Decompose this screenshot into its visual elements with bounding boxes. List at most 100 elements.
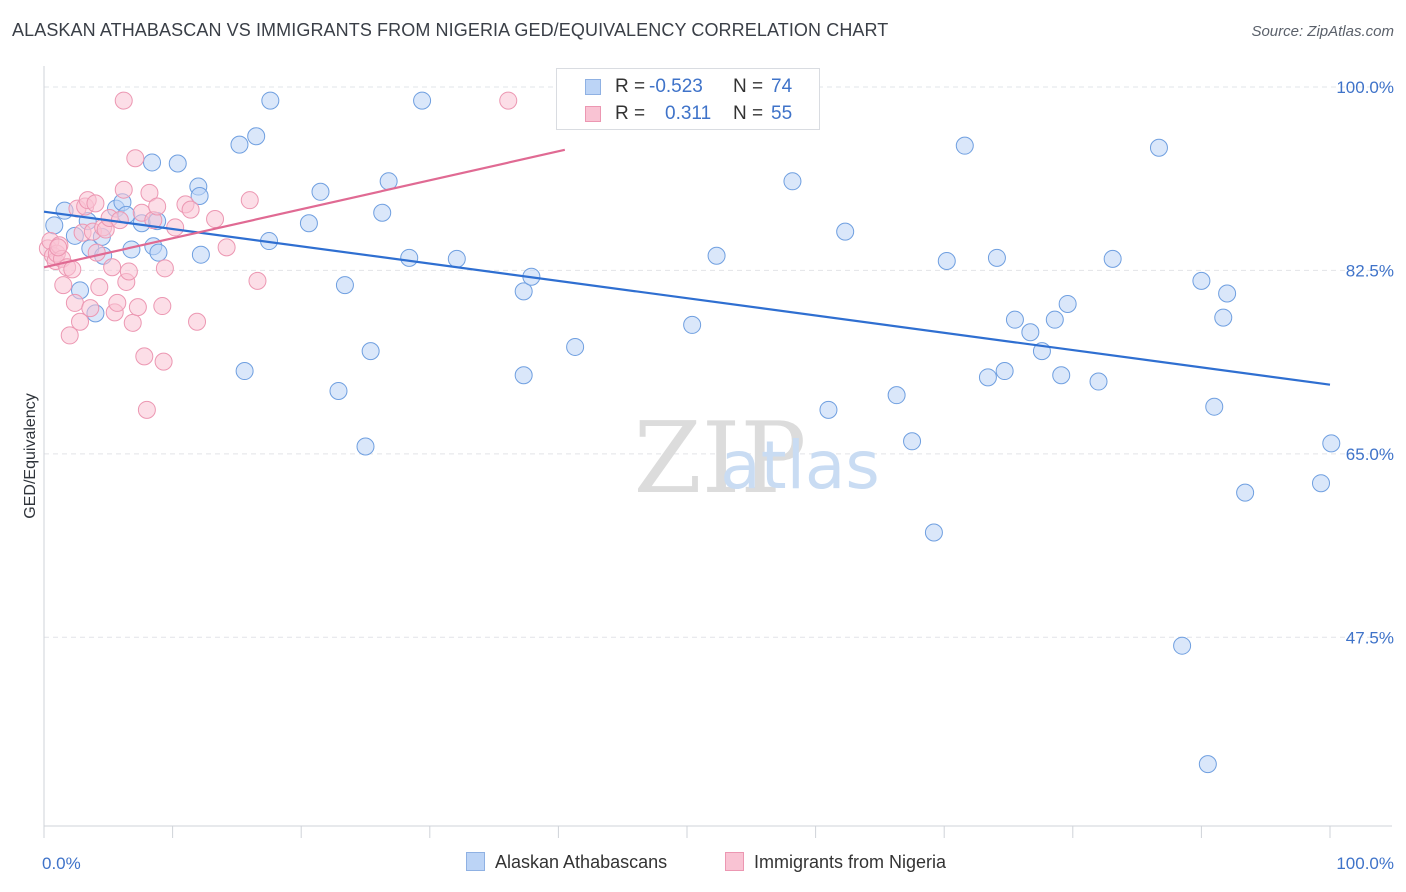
data-point [86, 194, 105, 213]
data-point [217, 238, 236, 257]
data-point [1149, 138, 1168, 157]
data-point [1214, 308, 1233, 327]
data-point [137, 400, 156, 419]
legend-row-pink: R = 0.311 N = 55 [557, 101, 819, 127]
tick-labels: 47.5% 65.0% 82.5% 100.0% 0.0% 100.0% [42, 78, 1394, 873]
data-point [149, 243, 168, 262]
data-point [65, 293, 84, 312]
data-point [707, 246, 726, 265]
data-point [153, 297, 172, 316]
data-point [311, 182, 330, 201]
data-point [206, 210, 225, 229]
data-point [119, 262, 138, 281]
legend-n-value: 74 [771, 76, 793, 97]
y-tick-label: 100.0% [1336, 78, 1394, 97]
watermark-atlas: atlas [720, 427, 880, 504]
data-point [63, 260, 82, 279]
data-point [168, 154, 187, 173]
data-point [128, 298, 147, 317]
data-point [181, 200, 200, 219]
data-point [140, 183, 159, 202]
trend-line [43, 210, 1331, 386]
data-point [819, 400, 838, 419]
data-point [566, 337, 585, 356]
data-point [45, 216, 64, 235]
data-point [235, 362, 254, 381]
data-point [1236, 483, 1255, 502]
legend-n-value: 55 [771, 103, 793, 124]
data-point [1322, 434, 1341, 453]
series-immigrants-from-nigeria [38, 91, 518, 419]
y-tick-label: 65.0% [1346, 445, 1394, 464]
data-point [247, 127, 266, 146]
data-point [1173, 636, 1192, 655]
data-point [240, 191, 259, 210]
legend-swatch-blue [466, 852, 485, 871]
data-point [1045, 310, 1064, 329]
data-point [49, 238, 68, 257]
source-label: Source: ZipAtlas.com [1251, 23, 1394, 40]
data-point [1198, 755, 1217, 774]
correlation-legend: R = -0.523 N = 74 R = 0.311 N = 55 [556, 68, 820, 130]
data-point [887, 386, 906, 405]
data-point [148, 197, 167, 216]
data-point [1058, 294, 1077, 313]
data-point [114, 180, 133, 199]
legend-item-immigrants-from-nigeria: Immigrants from Nigeria [725, 852, 946, 873]
data-point [1005, 310, 1024, 329]
data-point [155, 259, 174, 278]
data-point [783, 172, 802, 191]
data-point [248, 271, 267, 290]
data-point [361, 342, 380, 361]
data-point [499, 91, 518, 110]
series-alaskan-athabascans [45, 91, 1341, 774]
data-point [413, 91, 432, 110]
legend-label: Immigrants from Nigeria [754, 852, 947, 872]
data-point [81, 299, 100, 318]
data-point [1052, 366, 1071, 385]
x-tick-label: 100.0% [1336, 854, 1394, 873]
legend-r-value: 0.311 [665, 103, 712, 124]
data-point [1021, 323, 1040, 342]
data-point [924, 523, 943, 542]
legend-swatch-pink [725, 852, 744, 871]
data-point [987, 248, 1006, 267]
data-point [1103, 249, 1122, 268]
y-tick-label: 47.5% [1346, 628, 1394, 647]
data-point [154, 352, 173, 371]
data-point [71, 312, 90, 331]
data-point [683, 315, 702, 334]
data-point [190, 186, 209, 205]
grid-lines [44, 86, 1392, 638]
data-point [937, 251, 956, 270]
data-point [514, 366, 533, 385]
data-point [356, 437, 375, 456]
x-tick-label: 0.0% [42, 854, 81, 873]
data-point [108, 293, 127, 312]
data-point [373, 203, 392, 222]
series-legend: Alaskan Athabascans Immigrants from Nige… [0, 852, 1406, 876]
watermark-zip: ZIP [634, 402, 807, 516]
chart-title: ALASKAN ATHABASCAN VS IMMIGRANTS FROM NI… [12, 20, 889, 40]
legend-r-label: R = [615, 76, 646, 97]
data-point [299, 214, 318, 233]
data-point [1311, 474, 1330, 493]
data-point [103, 258, 122, 277]
data-point [995, 362, 1014, 381]
legend-item-alaskan-athabascans: Alaskan Athabascans [466, 852, 667, 873]
data-point [329, 381, 348, 400]
data-point [1089, 372, 1108, 391]
axes [43, 66, 1392, 838]
data-point [123, 313, 142, 332]
legend-r-label: R = [615, 103, 646, 124]
data-point [230, 135, 249, 154]
data-point [90, 278, 109, 297]
data-point [143, 153, 162, 172]
data-point [114, 91, 133, 110]
data-point [261, 91, 280, 110]
data-point [135, 347, 154, 366]
data-point [955, 136, 974, 155]
data-point [54, 276, 73, 295]
legend-n-label: N = [733, 103, 764, 124]
data-point [126, 149, 145, 168]
